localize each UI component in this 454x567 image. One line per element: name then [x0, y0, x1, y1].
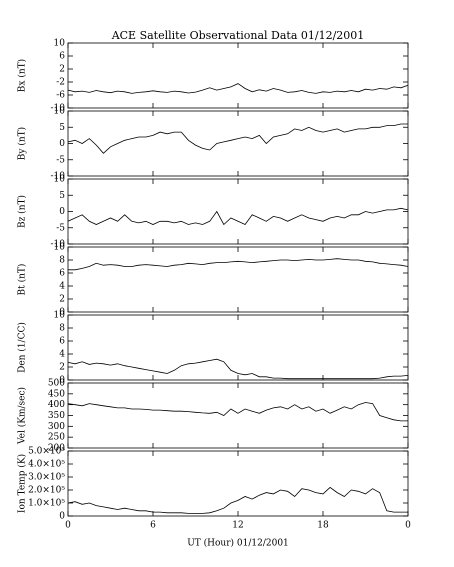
y-tick-label: -5 — [56, 223, 65, 233]
y-axis-label: Bt (nT) — [17, 264, 28, 296]
y-tick-label: 0 — [59, 308, 65, 318]
y-tick-label: 4 — [59, 350, 65, 360]
y-tick-label: 6 — [59, 337, 65, 347]
y-tick-label: 400 — [48, 400, 65, 410]
y-tick-label: 6 — [59, 52, 65, 62]
y-tick-label: 200 — [48, 444, 65, 454]
y-tick-label: 4 — [59, 282, 65, 292]
y-tick-label: 1.0×10⁵ — [28, 499, 65, 509]
y-tick-label: 450 — [48, 389, 65, 399]
panel-frame — [67, 110, 409, 177]
y-tick-label: -10 — [51, 104, 66, 114]
y-axis-label: Bz (nT) — [17, 195, 28, 228]
y-tick-label: 10 — [54, 175, 66, 185]
y-tick-label: 10 — [54, 243, 66, 253]
y-tick-label: 10 — [54, 39, 66, 49]
data-line — [67, 83, 409, 94]
y-tick-label: -10 — [51, 172, 66, 182]
data-line — [68, 258, 409, 271]
panel-frame — [67, 178, 409, 245]
data-line — [67, 402, 408, 422]
data-line — [67, 358, 409, 380]
y-axis-label: Den (1/CC) — [17, 322, 28, 373]
y-tick-label: 4.0×10⁵ — [28, 460, 65, 470]
y-tick-label: 5.0×10⁵ — [28, 447, 65, 457]
data-line — [67, 123, 408, 154]
y-axis-label: By (nT) — [17, 127, 28, 160]
y-axis-label: Bx (nT) — [17, 59, 28, 92]
x-tick-label: 12 — [232, 521, 243, 531]
y-axis-label: Ion Temp (K) — [17, 454, 28, 513]
x-tick-label: 0 — [405, 521, 411, 531]
chart-title: ACE Satellite Observational Data 01/12/2… — [111, 29, 365, 42]
y-tick-label: 2 — [59, 65, 65, 75]
y-tick-label: 500 — [48, 379, 65, 389]
y-tick-label: -6 — [56, 91, 65, 101]
y-tick-label: 10 — [54, 311, 66, 321]
x-axis-label: UT (Hour) 01/12/2001 — [187, 538, 289, 549]
panel-frame — [67, 246, 409, 313]
y-tick-label: -5 — [56, 155, 65, 165]
y-tick-label: 0 — [59, 207, 65, 217]
y-tick-label: 350 — [48, 411, 65, 421]
y-tick-label: -2 — [56, 78, 65, 88]
x-tick-label: 18 — [317, 521, 329, 531]
y-axis-label: Vel (Km/sec) — [17, 387, 28, 445]
y-tick-label: 0 — [59, 376, 65, 386]
y-tick-label: 300 — [48, 422, 65, 432]
y-tick-label: 2 — [59, 295, 65, 305]
y-tick-label: 2.0×10⁵ — [28, 486, 65, 496]
y-tick-label: 8 — [59, 324, 65, 334]
data-line — [67, 486, 408, 514]
x-tick-label: 6 — [150, 521, 156, 531]
y-tick-label: 10 — [54, 107, 66, 117]
y-tick-label: 250 — [48, 433, 65, 443]
y-tick-label: 3.0×10⁵ — [28, 473, 65, 483]
y-tick-label: 6 — [59, 269, 65, 279]
y-tick-label: 5 — [59, 123, 65, 133]
y-tick-label: 0 — [59, 139, 65, 149]
y-tick-label: 8 — [59, 256, 65, 266]
panel-frame — [67, 450, 409, 517]
y-tick-label: -10 — [51, 240, 66, 250]
panel-frame — [67, 314, 409, 381]
panel-frame — [67, 42, 409, 109]
y-tick-label: 5 — [59, 191, 65, 201]
data-line — [67, 207, 409, 226]
y-tick-label: 0 — [59, 512, 65, 522]
panel-frame — [67, 382, 409, 449]
x-tick-label: 0 — [65, 521, 71, 531]
y-tick-label: 2 — [59, 363, 65, 373]
